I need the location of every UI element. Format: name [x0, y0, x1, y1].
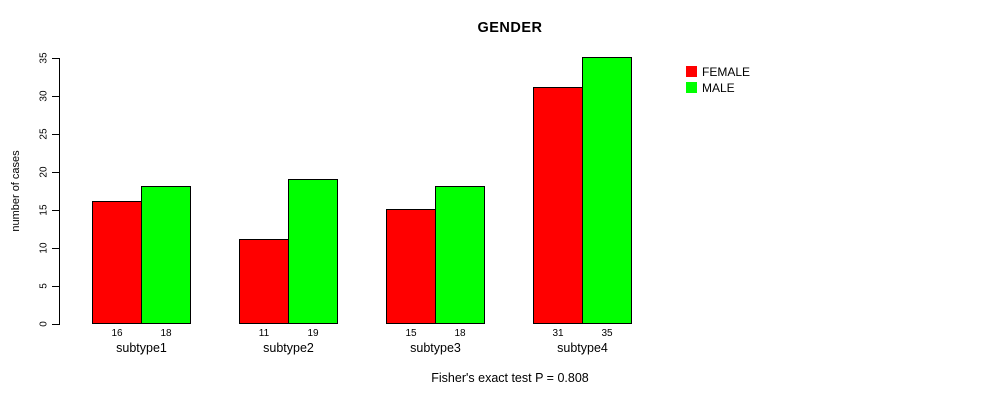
- bar-value-label: 18: [454, 328, 466, 339]
- y-tick-label: 15: [38, 204, 50, 216]
- x-category-label: subtype2: [263, 341, 314, 355]
- y-tick-mark: [52, 286, 59, 287]
- legend-label: MALE: [702, 81, 735, 95]
- bar-female-subtype3: [386, 209, 436, 324]
- y-tick-label: 20: [38, 166, 50, 178]
- bar-male-subtype3: [435, 186, 485, 324]
- y-tick-mark: [52, 96, 59, 97]
- bar-value-label: 19: [307, 328, 319, 339]
- caption-text: Fisher's exact test P = 0.808: [431, 371, 589, 385]
- y-tick-mark: [52, 134, 59, 135]
- y-tick-mark: [52, 210, 59, 211]
- y-tick-mark: [52, 324, 59, 325]
- bar-female-subtype2: [239, 239, 289, 324]
- y-axis-label: number of cases: [10, 150, 22, 232]
- y-tick-label: 0: [38, 321, 50, 327]
- y-axis-line: [59, 58, 60, 325]
- x-category-label: subtype4: [557, 341, 608, 355]
- y-tick-label: 10: [38, 242, 50, 254]
- bar-value-label: 15: [405, 328, 417, 339]
- legend-swatch-female: [686, 66, 697, 77]
- x-category-label: subtype3: [410, 341, 461, 355]
- bar-female-subtype1: [92, 201, 142, 324]
- bar-value-label: 35: [601, 328, 613, 339]
- x-category-label: subtype1: [116, 341, 167, 355]
- bar-male-subtype4: [582, 57, 632, 324]
- bar-value-label: 11: [258, 328, 270, 339]
- legend-swatch-male: [686, 82, 697, 93]
- y-tick-mark: [52, 248, 59, 249]
- chart-title: GENDER: [477, 20, 543, 36]
- bar-male-subtype1: [141, 186, 191, 324]
- legend-label: FEMALE: [702, 65, 751, 79]
- y-tick-mark: [52, 172, 59, 173]
- y-tick-label: 5: [38, 283, 50, 289]
- bar-value-label: 16: [111, 328, 123, 339]
- y-tick-label: 30: [38, 90, 50, 102]
- bar-male-subtype2: [288, 179, 338, 324]
- bar-value-label: 31: [552, 328, 564, 339]
- y-tick-label: 35: [38, 52, 50, 64]
- bar-value-label: 18: [160, 328, 172, 339]
- y-tick-label: 25: [38, 128, 50, 140]
- bar-female-subtype4: [533, 87, 583, 324]
- y-tick-mark: [52, 58, 59, 59]
